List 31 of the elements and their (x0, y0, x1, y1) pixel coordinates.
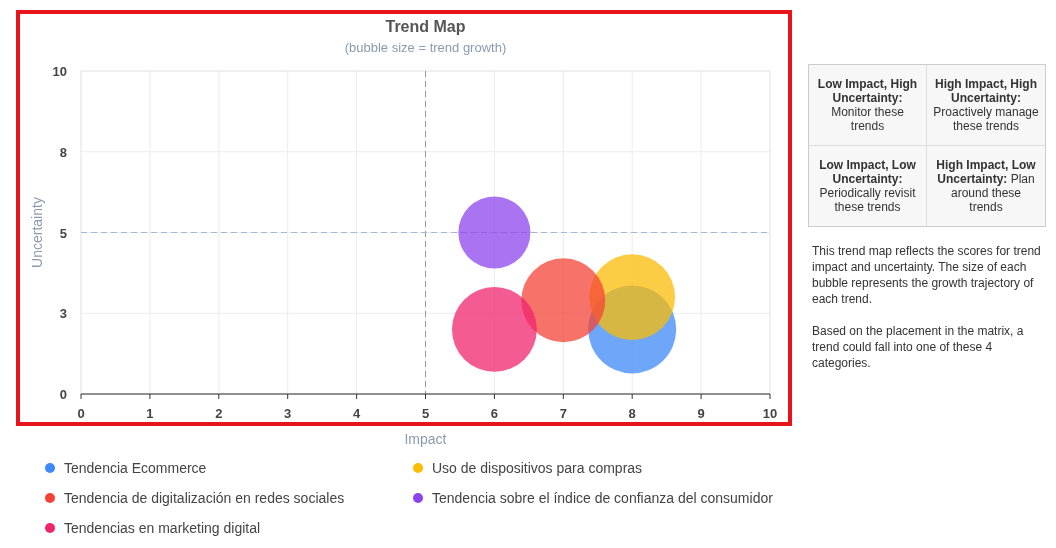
y-tick-label: 3 (59, 306, 67, 322)
x-axis-title: Impact (404, 431, 447, 447)
x-tick-label: 8 (628, 406, 636, 421)
x-tick-label: 0 (77, 406, 85, 421)
text: High Impact, High Uncertainty: Proactively manage these trends (927, 65, 1045, 146)
x-tick-label: 10 (762, 406, 778, 421)
text: Low Impact, High Uncertainty: Monitor these trends (809, 65, 927, 146)
x-tick-label: 7 (559, 406, 567, 421)
text: Based on the placement in the matrix, a trend could fall into one of these 4 categories. (812, 323, 1025, 371)
legend-label: Tendencia Ecommerce (64, 460, 207, 476)
legend-label: Tendencia sobre el índice de confianza del consumidor (432, 490, 774, 506)
y-tick-label: 5 (59, 225, 67, 241)
x-tick-label: 1 (146, 406, 154, 421)
x-tick-label: 9 (697, 406, 705, 421)
chart-subtitle: (bubble size = trend growth) (344, 40, 507, 55)
y-tick-label: 10 (52, 64, 67, 79)
y-tick-label: 8 (59, 144, 67, 160)
x-tick-label: 2 (215, 406, 223, 421)
legend-label: Tendencia de digitalización en redes sociales (64, 490, 345, 506)
x-tick-label: 6 (490, 406, 499, 421)
legend-label: Tendencias en marketing digital (64, 520, 261, 536)
text: High Impact, Low Uncertainty: Plan around these trends (935, 157, 1037, 216)
y-axis-title: Uncertainty (29, 197, 45, 268)
text: Low Impact, Low Uncertainty: Periodically revisit these trends (809, 146, 927, 226)
x-tick-label: 3 (284, 406, 292, 421)
text: This trend map reflects the scores for trend impact and uncertainty. The size of each bubble represents the growth trajectory of each trend. (812, 243, 1042, 307)
chart-title: Trend Map (385, 18, 466, 35)
legend-label: Uso de dispositivos para compras (432, 460, 643, 476)
x-tick-label: 5 (421, 406, 430, 421)
y-tick-label: 0 (59, 387, 67, 402)
x-tick-label: 4 (352, 406, 361, 421)
